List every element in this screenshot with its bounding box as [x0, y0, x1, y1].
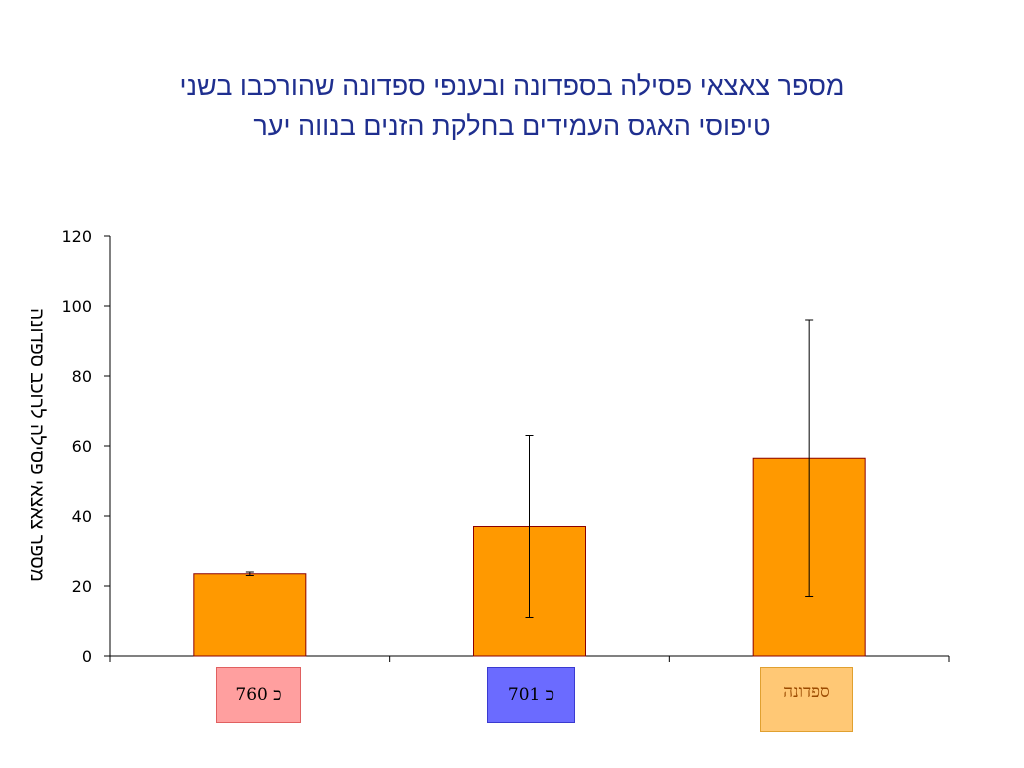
category-label: ספדונה	[760, 667, 853, 732]
category-label: כ 760	[216, 667, 301, 723]
chart-title-line-2: טיפוסי האגס העמידים בחלקת הזנים בנווה יע…	[253, 111, 771, 141]
chart-title-line-1: מספר צאצאי פסילה בספדונה ובענפי ספדונה ש…	[179, 71, 845, 101]
y-tick-label: 0	[82, 647, 92, 666]
y-tick-label: 40	[72, 507, 92, 526]
y-tick-label: 120	[61, 227, 92, 246]
y-tick-label: 80	[72, 367, 92, 386]
chart-title: מספר צאצאי פסילה בספדונה ובענפי ספדונה ש…	[60, 66, 964, 146]
y-tick-label: 20	[72, 577, 92, 596]
bar	[193, 573, 307, 657]
category-label: כ 701	[487, 667, 575, 723]
y-tick-label: 60	[72, 437, 92, 456]
y-tick-label: 100	[61, 297, 92, 316]
